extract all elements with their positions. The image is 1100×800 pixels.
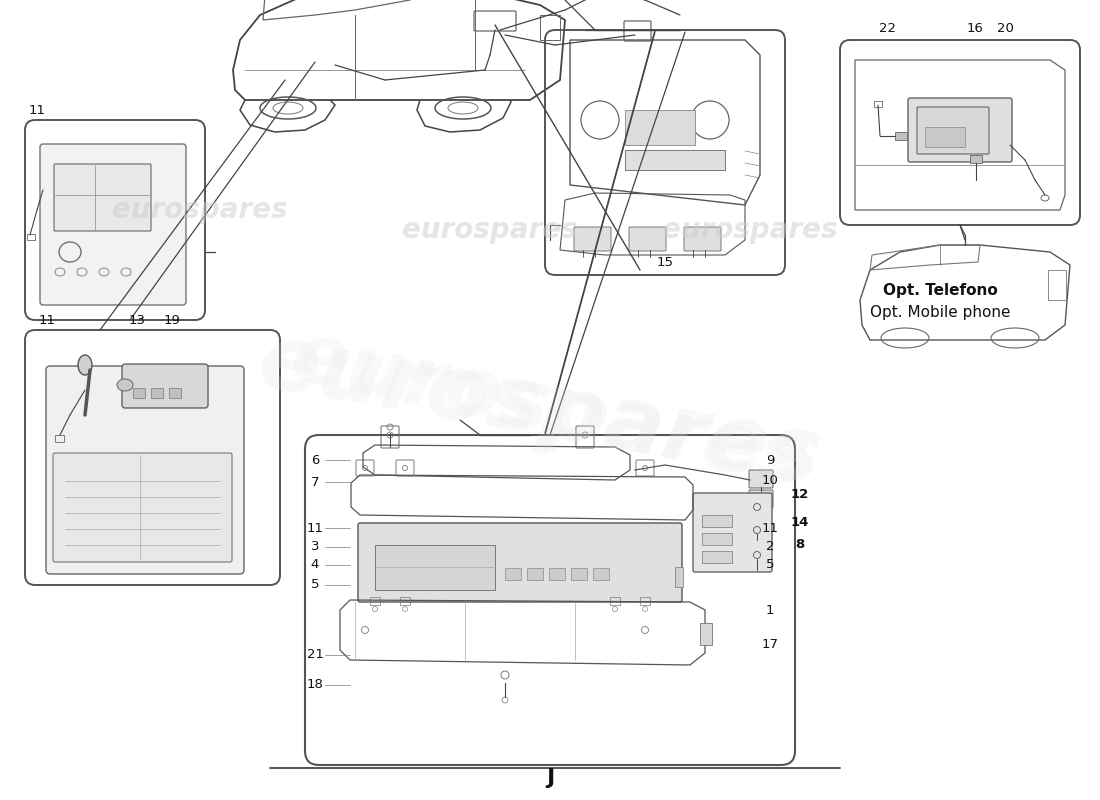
Bar — [571, 568, 587, 580]
Bar — [527, 568, 543, 580]
Bar — [1048, 270, 1066, 300]
Text: 5: 5 — [766, 558, 774, 571]
FancyBboxPatch shape — [917, 107, 989, 154]
Text: 13: 13 — [129, 314, 145, 326]
FancyBboxPatch shape — [54, 164, 151, 231]
Text: 8: 8 — [795, 538, 804, 551]
Bar — [895, 132, 908, 140]
FancyBboxPatch shape — [46, 366, 244, 574]
Text: eurospares: eurospares — [251, 317, 828, 503]
Bar — [549, 568, 565, 580]
Text: 1: 1 — [766, 603, 774, 617]
Bar — [400, 597, 410, 605]
Ellipse shape — [117, 379, 133, 391]
Text: 20: 20 — [997, 22, 1013, 34]
Ellipse shape — [78, 355, 92, 375]
Bar — [55, 435, 64, 442]
FancyBboxPatch shape — [122, 364, 208, 408]
Text: 18: 18 — [307, 678, 323, 691]
FancyBboxPatch shape — [629, 227, 666, 251]
Text: 14: 14 — [791, 515, 810, 529]
Text: 17: 17 — [761, 638, 779, 651]
FancyBboxPatch shape — [749, 490, 773, 508]
FancyBboxPatch shape — [749, 470, 773, 488]
Bar — [505, 568, 521, 580]
Text: 3: 3 — [310, 541, 319, 554]
Text: 19: 19 — [164, 314, 180, 326]
Bar — [702, 533, 732, 545]
Text: 15: 15 — [657, 257, 673, 270]
Bar — [675, 567, 683, 587]
Text: 7: 7 — [310, 475, 319, 489]
FancyBboxPatch shape — [358, 523, 682, 602]
Text: eurospares: eurospares — [284, 316, 816, 504]
Bar — [700, 623, 712, 645]
Bar — [169, 388, 182, 398]
Text: 11: 11 — [761, 522, 779, 534]
Text: J: J — [546, 768, 554, 788]
Text: 16: 16 — [967, 22, 983, 34]
Text: eurospares: eurospares — [662, 216, 838, 244]
Text: 2: 2 — [766, 541, 774, 554]
Bar — [702, 515, 732, 527]
Bar — [593, 568, 609, 580]
Bar — [375, 545, 495, 590]
Bar — [970, 155, 982, 163]
Text: 4: 4 — [311, 558, 319, 571]
Bar — [28, 234, 35, 240]
FancyBboxPatch shape — [693, 493, 772, 572]
FancyBboxPatch shape — [40, 144, 186, 305]
Text: 22: 22 — [880, 22, 896, 34]
Bar — [874, 101, 882, 107]
Bar — [151, 388, 163, 398]
Text: eurospares: eurospares — [112, 196, 288, 224]
Text: 12: 12 — [791, 489, 810, 502]
FancyBboxPatch shape — [574, 227, 611, 251]
Bar — [540, 15, 560, 40]
Text: 10: 10 — [761, 474, 779, 486]
Text: Opt. Mobile phone: Opt. Mobile phone — [870, 305, 1010, 319]
Bar — [640, 597, 650, 605]
Bar — [133, 388, 145, 398]
Bar — [925, 127, 965, 147]
Bar — [702, 551, 732, 563]
Bar — [625, 110, 695, 145]
FancyBboxPatch shape — [53, 453, 232, 562]
Text: 9: 9 — [766, 454, 774, 466]
Text: 21: 21 — [307, 649, 323, 662]
Text: 11: 11 — [29, 103, 45, 117]
FancyBboxPatch shape — [908, 98, 1012, 162]
Bar — [370, 597, 379, 605]
Text: 6: 6 — [311, 454, 319, 466]
Text: 11: 11 — [39, 314, 55, 326]
Text: 11: 11 — [307, 522, 323, 534]
Text: Opt. Telefono: Opt. Telefono — [882, 282, 998, 298]
Text: 5: 5 — [310, 578, 319, 591]
Text: eurospares: eurospares — [403, 216, 578, 244]
Bar — [625, 150, 725, 170]
Bar — [610, 597, 620, 605]
FancyBboxPatch shape — [684, 227, 721, 251]
